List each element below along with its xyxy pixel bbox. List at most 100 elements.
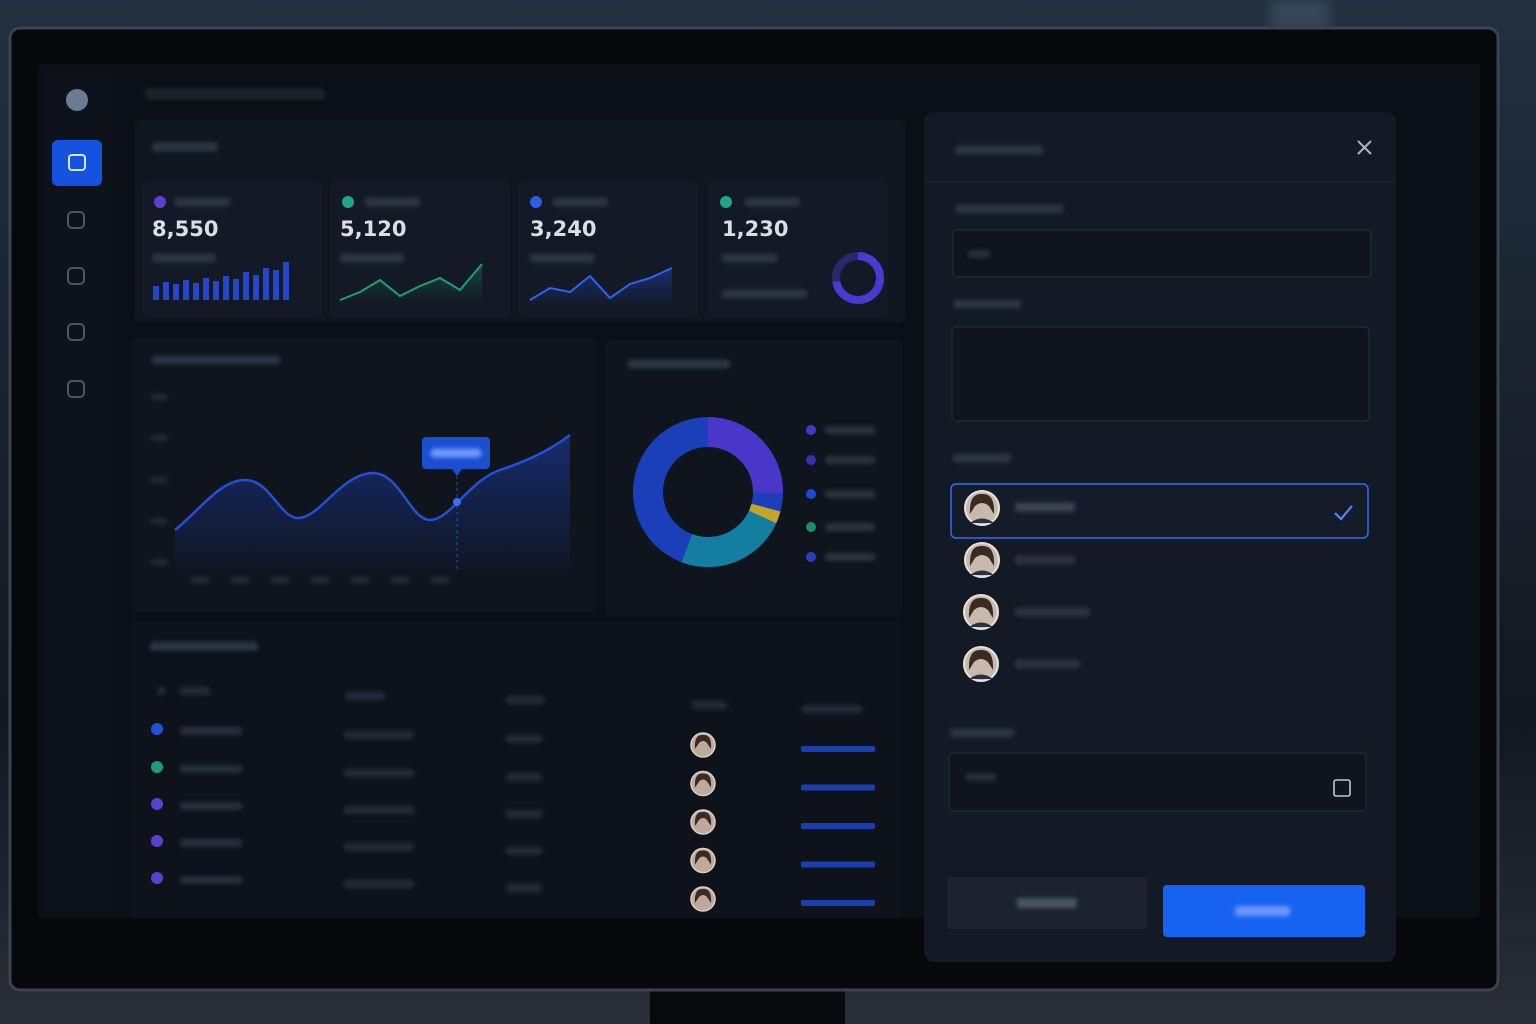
blurred-text xyxy=(1015,502,1075,512)
search-bar[interactable] xyxy=(145,88,325,100)
date-input[interactable] xyxy=(948,752,1367,812)
blurred-text xyxy=(968,250,990,258)
avatar-hair xyxy=(694,888,712,903)
avatar-body xyxy=(970,570,994,575)
nav-icon[interactable] xyxy=(67,323,85,341)
blurred-text xyxy=(150,477,168,483)
avatar-hair xyxy=(694,850,712,865)
blurred-text xyxy=(390,576,410,584)
blurred-text xyxy=(506,884,542,892)
blurred-text xyxy=(431,448,481,458)
mini-bar xyxy=(283,262,289,300)
stat-value: 3,240 xyxy=(530,217,596,241)
blurred-text xyxy=(722,253,777,263)
blurred-text xyxy=(722,289,807,299)
blurred-text xyxy=(825,426,875,434)
blurred-text xyxy=(530,253,594,263)
blurred-text xyxy=(506,847,542,855)
blurred-text xyxy=(506,773,542,781)
blurred-text xyxy=(152,253,216,263)
sparkline-area xyxy=(340,264,482,302)
blurred-text xyxy=(1017,898,1077,908)
blurred-text xyxy=(350,576,370,584)
blurred-text xyxy=(150,559,168,565)
blurred-text xyxy=(180,727,242,735)
tooltip-arrow xyxy=(452,469,462,476)
blurred-text xyxy=(180,839,242,847)
stat-dot xyxy=(154,196,166,208)
blurred-text xyxy=(152,142,218,152)
blurred-text xyxy=(150,435,168,441)
blurred-text xyxy=(966,773,996,781)
calendar-icon[interactable] xyxy=(1333,779,1351,797)
sidebar-panel xyxy=(45,72,111,912)
stat-value: 5,120 xyxy=(340,217,406,241)
blurred-text xyxy=(175,197,230,207)
nav-icon[interactable] xyxy=(67,380,85,398)
sparkline xyxy=(529,267,673,301)
close-button[interactable] xyxy=(1357,140,1372,155)
avatar-hair xyxy=(694,773,712,788)
legend-dot xyxy=(806,425,816,435)
mini-bar xyxy=(173,284,179,300)
blurred-text xyxy=(150,641,258,651)
mini-donut xyxy=(832,252,884,304)
sparkline-area xyxy=(530,268,672,304)
nav-home-active[interactable] xyxy=(52,140,102,186)
blurred-text xyxy=(150,394,168,400)
table-panel xyxy=(130,622,902,918)
mini-bar xyxy=(273,270,279,300)
blurred-text xyxy=(506,696,544,704)
avatar-body xyxy=(969,622,993,627)
background-light xyxy=(1270,0,1330,30)
stat-dot xyxy=(342,196,354,208)
avatar-body xyxy=(970,518,994,523)
mini-bar xyxy=(243,272,249,300)
stat-card xyxy=(708,182,888,318)
text-input[interactable] xyxy=(952,229,1372,278)
blurred-text xyxy=(230,576,250,584)
blurred-text xyxy=(310,576,330,584)
legend-dot xyxy=(806,552,816,562)
nav-icon[interactable] xyxy=(67,211,85,229)
blurred-text xyxy=(150,518,168,524)
selected-assignee[interactable] xyxy=(950,483,1369,539)
textarea[interactable] xyxy=(951,326,1370,422)
progress-bar xyxy=(801,823,875,829)
blurred-text xyxy=(953,453,1011,463)
blurred-text xyxy=(506,735,542,743)
avatar-hair xyxy=(968,649,994,670)
blurred-text xyxy=(628,359,730,369)
line-chart-line xyxy=(174,433,571,531)
mini-bar xyxy=(233,279,239,300)
blurred-text xyxy=(340,253,404,263)
mini-bar xyxy=(253,275,259,300)
dynamic-layer xyxy=(67,142,1290,916)
avatar-body xyxy=(969,674,993,679)
stat-dot xyxy=(530,196,542,208)
legend-dot xyxy=(806,522,816,532)
hover-point xyxy=(453,498,461,506)
blurred-text xyxy=(745,197,800,207)
blurred-text xyxy=(955,204,1063,214)
mini-bar xyxy=(163,282,169,300)
blurred-text xyxy=(802,705,862,713)
blurred-text xyxy=(270,576,290,584)
nav-icon[interactable] xyxy=(67,267,85,285)
mini-bar xyxy=(153,286,159,300)
avatar-hair xyxy=(694,811,712,826)
blurred-text xyxy=(152,355,280,365)
user-avatar[interactable] xyxy=(66,89,88,111)
blurred-text xyxy=(1015,607,1090,617)
blurred-text xyxy=(506,810,542,818)
blurred-text xyxy=(344,769,414,777)
progress-bar xyxy=(801,861,875,868)
legend-dot xyxy=(806,489,816,499)
mini-bar xyxy=(193,283,199,300)
mini-bar xyxy=(223,276,229,300)
blurred-text xyxy=(825,523,875,531)
blurred-text xyxy=(430,576,450,584)
blurred-text xyxy=(190,576,210,584)
